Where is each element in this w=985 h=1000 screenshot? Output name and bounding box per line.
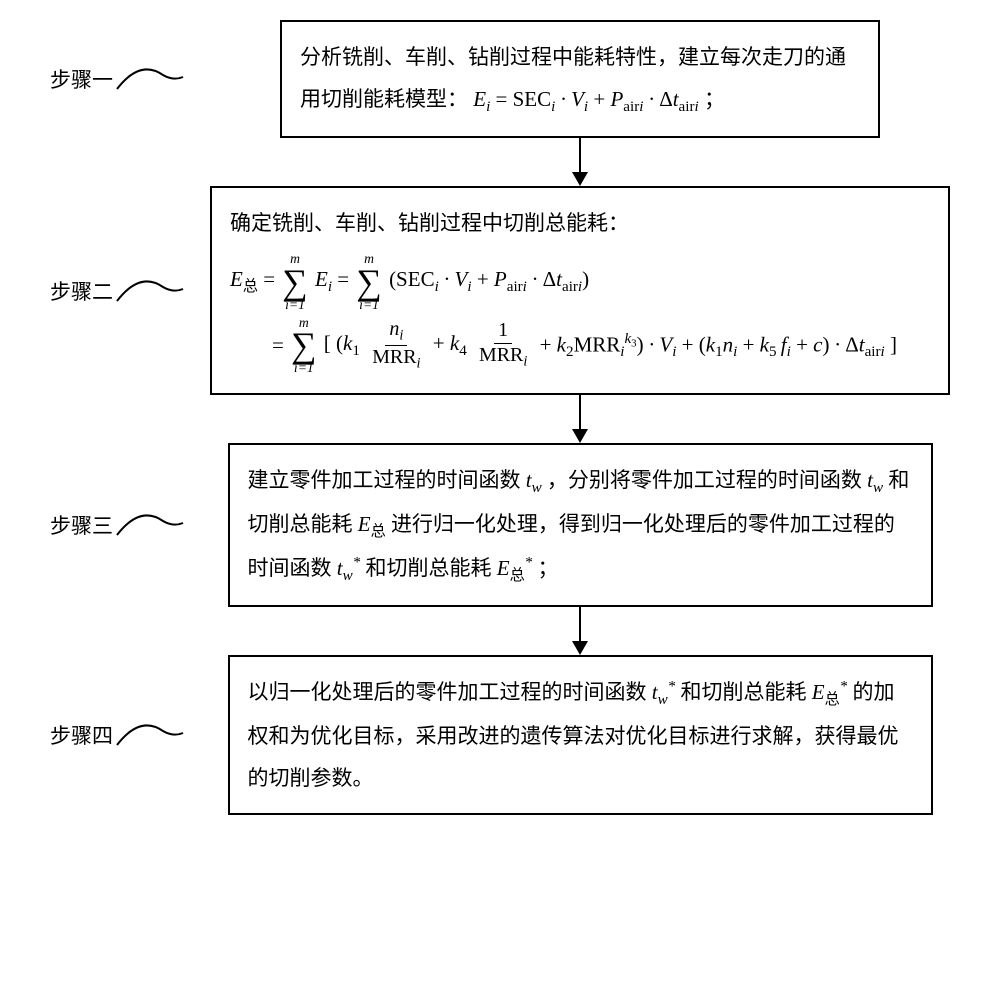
step-3-box: 建立零件加工过程的时间函数 tw ，分别将零件加工过程的时间函数 tw 和切削总… <box>228 443 933 607</box>
step-3-label: 步骤三 <box>50 510 113 540</box>
step-3-text-1: ，分别将零件加工过程的时间函数 <box>547 468 862 492</box>
connector-curve-icon <box>115 275 185 307</box>
arrow-1-2 <box>579 138 582 186</box>
step-4-row: 步骤四 以归一化处理后的零件加工过程的时间函数 tw* 和切削总能耗 E总* 的… <box>10 655 975 815</box>
step-4-sym-0: tw* <box>652 680 675 704</box>
step-2-label-col: 步骤二 <box>10 275 185 307</box>
step-4-sym-1: E总* <box>812 680 848 704</box>
step-1-label-col: 步骤一 <box>10 63 185 95</box>
step-3-sym-1: tw <box>867 468 883 492</box>
step-2-equation: E总 = m∑i=1 Ei = m∑i=1 (SECi · Vi + Pairi… <box>230 252 930 375</box>
step-4-text-1: 和切削总能耗 <box>680 680 806 704</box>
step-2-box: 确定铣削、车削、钻削过程中切削总能耗： E总 = m∑i=1 Ei = m∑i=… <box>210 186 950 395</box>
step-4-label-col: 步骤四 <box>10 719 185 751</box>
flowchart: 步骤一 分析铣削、车削、钻削过程中能耗特性，建立每次走刀的通用切削能耗模型： E… <box>10 20 975 815</box>
step-1-trailing: ； <box>704 87 725 111</box>
step-4-text-0: 以归一化处理后的零件加工过程的时间函数 <box>248 680 647 704</box>
step-3-row: 步骤三 建立零件加工过程的时间函数 tw ，分别将零件加工过程的时间函数 tw … <box>10 443 975 607</box>
step-3-sym-3: tw* <box>337 556 360 580</box>
step-3-sym-2: E总 <box>358 512 386 536</box>
step-1-label: 步骤一 <box>50 64 113 94</box>
step-3-text-0: 建立零件加工过程的时间函数 <box>248 468 521 492</box>
step-3-text-5: ； <box>537 556 558 580</box>
arrow-2-3 <box>579 395 582 443</box>
step-1-equation: Ei = SECi · Vi + Pairi · Δtairi <box>473 87 704 111</box>
connector-curve-icon <box>115 63 185 95</box>
connector-curve-icon <box>115 719 185 751</box>
step-1-box: 分析铣削、车削、钻削过程中能耗特性，建立每次走刀的通用切削能耗模型： Ei = … <box>280 20 880 138</box>
connector-curve-icon <box>115 509 185 541</box>
step-2-intro: 确定铣削、车削、钻削过程中切削总能耗： <box>230 202 930 244</box>
step-4-box: 以归一化处理后的零件加工过程的时间函数 tw* 和切削总能耗 E总* 的加权和为… <box>228 655 933 815</box>
step-2-label: 步骤二 <box>50 276 113 306</box>
step-3-label-col: 步骤三 <box>10 509 185 541</box>
step-3-sym-0: tw <box>526 468 542 492</box>
step-3-text-4: 和切削总能耗 <box>365 556 491 580</box>
step-1-row: 步骤一 分析铣削、车削、钻削过程中能耗特性，建立每次走刀的通用切削能耗模型： E… <box>10 20 975 138</box>
step-3-sym-4: E总* <box>497 556 533 580</box>
arrow-3-4 <box>579 607 582 655</box>
step-2-row: 步骤二 确定铣削、车削、钻削过程中切削总能耗： E总 = m∑i=1 Ei = … <box>10 186 975 395</box>
step-4-label: 步骤四 <box>50 720 113 750</box>
